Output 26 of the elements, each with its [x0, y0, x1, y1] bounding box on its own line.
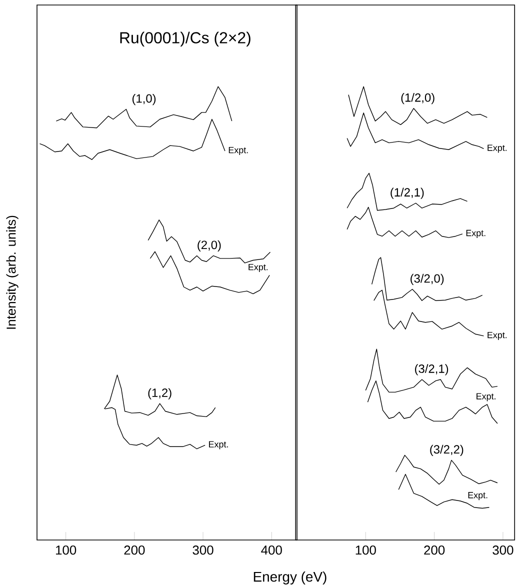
series-label: Expt.	[476, 393, 496, 402]
x-tick-label: 300	[192, 546, 214, 555]
chart-title: Ru(0001)/Cs (2×2)	[120, 32, 250, 47]
x-tick-label: 100	[356, 546, 376, 555]
x-tick-label: 100	[56, 546, 76, 555]
series-label: Expt.	[209, 441, 228, 450]
series-label: Expt.	[468, 492, 488, 500]
series-label: (1/2,1)	[390, 188, 424, 199]
x-tick-label: 400	[261, 546, 282, 555]
series-label: (2,0)	[198, 240, 221, 252]
x-tick-label: 200	[424, 546, 445, 555]
series-label: (1,0)	[132, 94, 156, 106]
series-label: (1,2)	[148, 388, 172, 400]
series-label: Expt.	[488, 332, 507, 340]
x-tick-label: 200	[124, 546, 145, 555]
series-label: Expt.	[248, 264, 268, 272]
series-label: Expt.	[466, 230, 486, 238]
series-label: Expt.	[488, 144, 507, 153]
x-axis-title: Energy (eV)	[254, 571, 326, 584]
series-label: (1/2,0)	[401, 93, 434, 104]
series-label: (3/2,0)	[410, 274, 444, 286]
series-label: (3/2,2)	[430, 444, 464, 456]
series-label: Expt.	[228, 146, 248, 155]
x-tick-label: 300	[492, 546, 514, 555]
y-axis-title: Intensity (arb. units)	[6, 216, 18, 329]
series-label: (3/2,1)	[415, 364, 448, 376]
